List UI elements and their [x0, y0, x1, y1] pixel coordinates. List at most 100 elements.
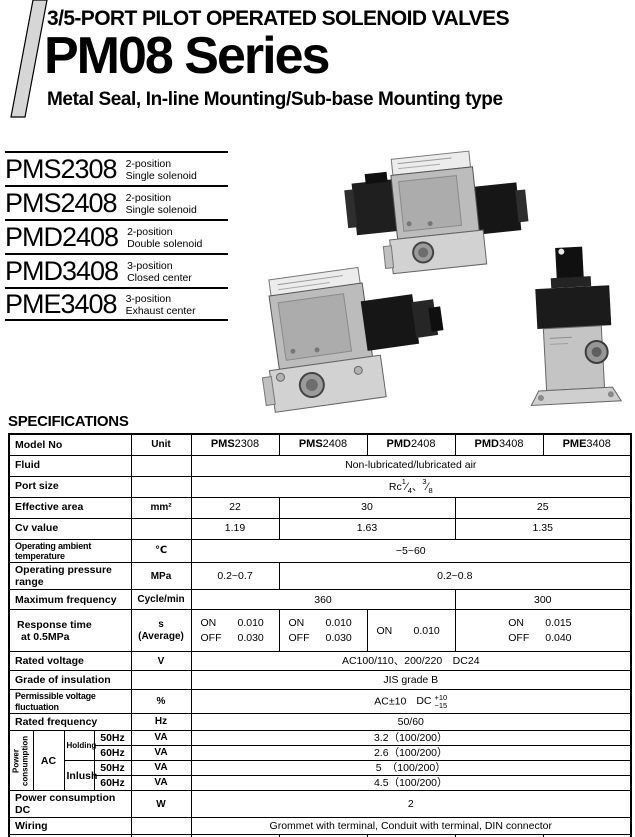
spec-label-port-size: Port size [8, 475, 132, 498]
spec-label-holding: Holding [63, 729, 96, 762]
spec-value-response-c3: ON 0.010 [366, 609, 456, 653]
spec-label-effective-area: Effective area [8, 496, 132, 519]
model-description: 2-position Double solenoid [127, 225, 202, 250]
spec-unit-empty [130, 454, 192, 477]
model-list-item: PMD2408 2-position Double solenoid [5, 219, 228, 253]
model-list-item: PMD3408 3-position Closed center [5, 253, 228, 287]
spec-unit-max-frequency: Cycle/min [130, 589, 192, 611]
spec-unit-effective-area: mm² [130, 496, 192, 519]
spec-label-inlush: Inlush [63, 760, 97, 792]
spec-row-pressure-range: Operating pressure range MPa 0.2~0.7 0.2… [8, 562, 632, 591]
spec-unit-response-time: s (Average) [130, 609, 192, 653]
spec-label-insulation: Grade of insulation [8, 670, 132, 691]
spec-row-max-frequency: Maximum frequency Cycle/min 360 300 [8, 589, 632, 611]
spec-row-effective-area: Effective area mm² 22 30 25 [8, 496, 632, 519]
spec-header-model-1: PMS2308 [190, 433, 280, 456]
spec-value-cv-1: 1.19 [190, 517, 280, 540]
spec-value-max-frequency-2: 300 [454, 589, 632, 611]
page-subtitle: Metal Seal, In-line Mounting/Sub-base Mo… [47, 89, 503, 110]
spec-unit-empty [130, 817, 192, 836]
spec-header-row: Model No Unit PMS2308 PMS2408 PMD2408 PM… [8, 433, 632, 456]
spec-label-power-consumption-rotated: Power consumption [8, 729, 34, 792]
spec-unit-rated-voltage: V [130, 651, 192, 672]
spec-label-fluctuation: Permissible voltage fluctuation [8, 689, 132, 714]
spec-unit-va: VA [130, 775, 192, 792]
valve-image-vertical-right [530, 246, 623, 406]
corner-stripe-graphic [10, 0, 48, 118]
spec-row-mass: Mass kg 0.5 0.9 1.1 1.2 1.2 [8, 834, 632, 837]
spec-header-model-no: Model No [8, 433, 132, 456]
valve-image-double-top [344, 150, 529, 275]
spec-value-power-dc: 2 [190, 790, 632, 819]
spec-label-power-dc: Power consumption DC [8, 790, 132, 819]
spec-label-wiring: Wiring [8, 817, 132, 836]
spec-label-ac: AC [32, 729, 65, 792]
model-description: 2-position Single solenoid [126, 157, 197, 182]
spec-label-max-frequency: Maximum frequency [8, 589, 132, 611]
spec-unit-empty [130, 475, 192, 498]
spec-value-holding-60: 2.6（100/200） [190, 745, 632, 762]
model-description: 3-position Closed center [127, 259, 192, 284]
spec-row-power-ac-inlush-50: Inlush 50Hz VA 5 （100/200） [9, 760, 632, 792]
spec-row-power-ac-inlush-60: 60Hz VA 4.5（100/200） [9, 775, 632, 792]
spec-row-power-ac-holding-60: 60Hz VA 2.6（100/200） [9, 745, 632, 762]
spec-value-holding-50: 3.2（100/200） [190, 729, 632, 747]
spec-label-50hz: 50Hz [93, 760, 132, 777]
spec-label-rated-voltage: Rated voltage [8, 651, 132, 672]
spec-header-unit: Unit [130, 433, 192, 456]
spec-row-port-size: Port size Rc1⁄4、3⁄8 [8, 475, 632, 498]
model-desc-line1: 2-position [125, 191, 172, 204]
spec-unit-va: VA [130, 745, 192, 762]
spec-label-60hz: 60Hz [93, 775, 132, 792]
spec-unit-empty [130, 670, 192, 691]
spec-row-rated-voltage: Rated voltage V AC100/110、200/220 DC24 [8, 651, 632, 672]
spec-value-cv-2: 1.63 [278, 517, 456, 540]
model-description: 3-position Exhaust center [126, 292, 196, 317]
spec-value-rated-voltage: AC100/110、200/220 DC24 [190, 651, 632, 672]
page-kicker: 3/5-PORT PILOT OPERATED SOLENOID VALVES [47, 7, 510, 30]
spec-row-rated-frequency: Rated frequency Hz 50/60 [8, 713, 632, 731]
spec-row-fluctuation: Permissible voltage fluctuation % AC±10 D… [8, 689, 632, 714]
model-description: 2-position Single solenoid [126, 191, 197, 216]
model-list-item: PMS2408 2-position Single solenoid [5, 185, 228, 219]
spec-row-insulation: Grade of insulation JIS grade B [8, 670, 632, 691]
spec-label-pressure-range: Operating pressure range [8, 562, 132, 591]
spec-value-effective-area-1: 22 [190, 496, 280, 519]
spec-value-max-frequency-1: 360 [190, 589, 456, 611]
valve-image-single-left [261, 266, 444, 413]
spec-header-model-4: PMD3408 [454, 433, 544, 456]
model-code: PMD3408 [5, 255, 119, 286]
model-desc-line1: 2-position [125, 157, 172, 170]
model-desc-line2: Single solenoid [125, 169, 197, 182]
spec-row-ambient-temp: Operating ambient temperature ℃ −5~60 [8, 538, 632, 564]
spec-value-mass-5: 1.2 [542, 834, 632, 837]
spec-label-fluid: Fluid [8, 454, 132, 477]
spec-value-rated-frequency: 50/60 [190, 713, 632, 731]
spec-unit-rated-frequency: Hz [130, 713, 192, 731]
spec-value-cv-3: 1.35 [454, 517, 632, 540]
specifications-table: Model No Unit PMS2308 PMS2408 PMD2408 PM… [8, 433, 632, 837]
model-code: PME3408 [5, 288, 118, 319]
model-desc-line1: 3-position [127, 259, 173, 272]
spec-row-wiring: Wiring Grommet with terminal, Conduit wi… [8, 817, 632, 836]
model-list-item: PMS2308 2-position Single solenoid [5, 151, 228, 185]
spec-unit-va: VA [130, 729, 192, 747]
spec-value-effective-area-2: 30 [278, 496, 456, 519]
spec-value-inlush-60: 4.5（100/200） [190, 775, 632, 792]
spec-row-response-time: Response time at 0.5MPa s (Average) ON 0.… [8, 609, 632, 653]
spec-label-50hz: 50Hz [93, 729, 132, 747]
model-desc-line1: 3-position [125, 292, 172, 305]
model-list-item: PME3408 3-position Exhaust center [5, 287, 228, 321]
model-code: PMS2408 [5, 187, 118, 218]
spec-row-power-ac-holding-50: Power consumption AC Holding 50Hz VA 3.2（… [8, 729, 632, 792]
spec-value-insulation: JIS grade B [190, 670, 632, 691]
model-desc-line1: 2-position [127, 225, 173, 238]
spec-value-fluid: Non-lubricated/lubricated air [190, 454, 632, 477]
product-photos [233, 137, 635, 419]
model-code: PMS2308 [5, 153, 118, 184]
valve-photos-graphic [261, 150, 623, 413]
model-desc-line2: Exhaust center [125, 304, 196, 317]
page-title: PM08 Series [44, 27, 330, 85]
spec-unit-empty [130, 517, 192, 540]
